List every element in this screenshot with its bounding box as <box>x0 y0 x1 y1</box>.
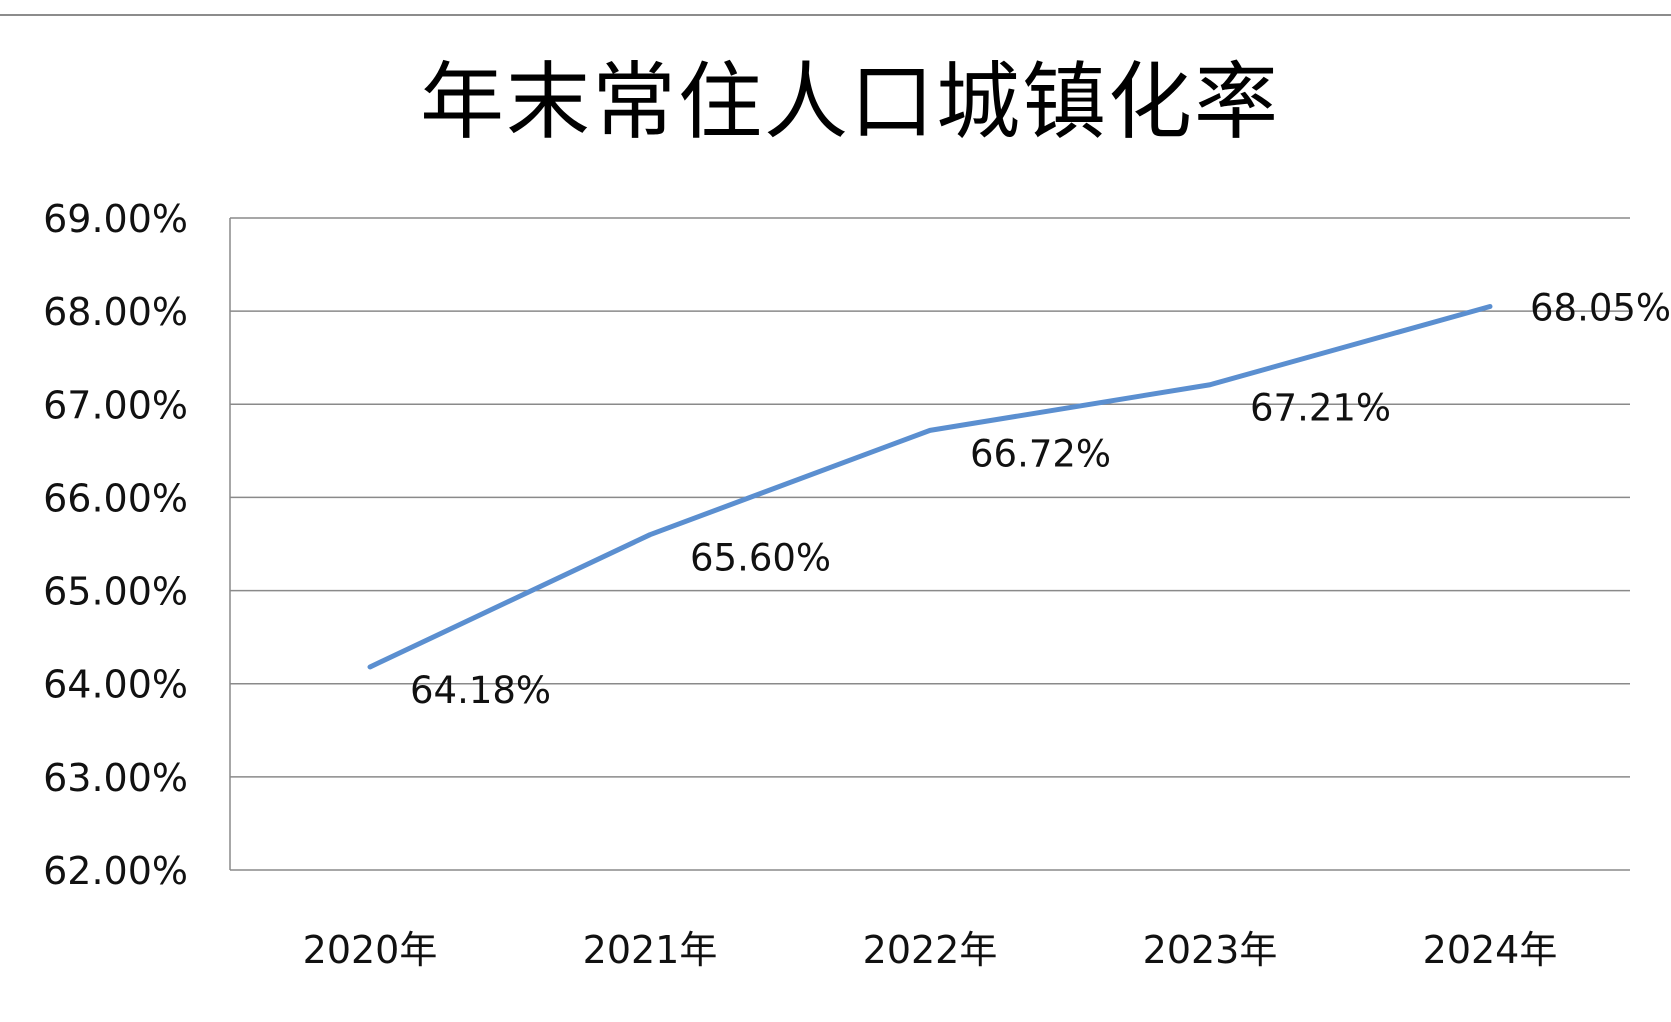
x-tick-label: 2023年 <box>1143 928 1278 972</box>
y-tick-label: 66.00% <box>43 476 188 520</box>
chart-title: 年末常住人口城镇化率 <box>419 53 1280 151</box>
y-axis-labels: 62.00% 63.00% 64.00% 65.00% 66.00% 67.00% 68.0… <box>43 197 188 893</box>
y-tick-label: 64.00% <box>43 663 188 707</box>
y-tick-label: 65.00% <box>43 570 188 614</box>
x-tick-label: 2020年 <box>303 928 438 972</box>
data-label: 64.18% <box>410 669 551 712</box>
top-border <box>0 14 1671 16</box>
data-label: 66.72% <box>970 432 1111 475</box>
y-tick-label: 69.00% <box>43 197 188 241</box>
y-tick-label: 68.00% <box>43 290 188 334</box>
x-tick-label: 2022年 <box>863 928 998 972</box>
y-tick-label: 62.00% <box>43 849 188 893</box>
gridlines <box>229 217 1630 871</box>
series-line-group <box>367 303 1493 670</box>
data-label: 68.05% <box>1530 286 1671 329</box>
x-axis-labels: 2020年 2021年 2022年 2023年 2024年 <box>303 928 1558 972</box>
data-labels: 64.18% 65.60% 66.72% 67.21% 68.05% <box>410 286 1671 711</box>
x-tick-label: 2021年 <box>583 928 718 972</box>
series-line <box>367 303 1493 670</box>
y-tick-label: 63.00% <box>43 756 188 800</box>
data-label: 65.60% <box>690 537 831 580</box>
x-tick-label: 2024年 <box>1423 928 1558 972</box>
y-tick-label: 67.00% <box>43 383 188 427</box>
data-label: 67.21% <box>1250 387 1391 430</box>
